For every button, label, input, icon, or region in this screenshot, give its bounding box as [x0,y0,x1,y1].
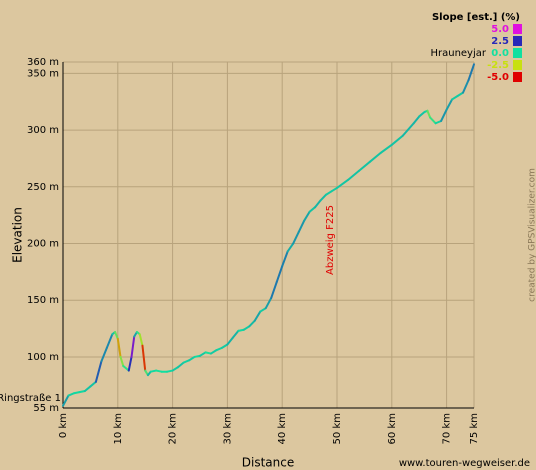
line-segment [141,344,147,372]
y-tick-label: 200 m [27,239,59,250]
line-segment [336,178,349,189]
line-segment [429,116,437,125]
line-segment [440,108,448,122]
line-segment [426,109,432,119]
y-axis-label: Elevation [11,207,25,263]
line-segment [379,143,393,154]
line-segment [281,250,289,268]
legend-title: Slope [est.] (%) [432,12,520,23]
credit: created by GPSVisualizer.com [528,168,536,302]
line-segment [401,122,415,137]
line-segment [94,360,103,383]
line-segment [226,336,234,346]
legend-swatch [513,36,522,46]
line-segment [199,351,207,357]
x-tick-label: 50 km [332,413,343,444]
line-segment [325,190,333,196]
line-segment [209,349,218,355]
line-segment [220,343,229,349]
line-segment [286,242,295,253]
line-segment [130,335,136,358]
line-segment [368,151,382,163]
line-segment [242,325,251,331]
annotation: Hrauneyjar [430,48,486,59]
line-segment [445,98,454,111]
line-segment [62,394,70,407]
legend-label: 0.0 [491,48,509,59]
legend-label: 5.0 [491,24,509,35]
x-tick-label: 60 km [387,413,398,444]
y-tick-label: 350 m [27,68,59,79]
line-segment [119,355,125,368]
line-segment [462,79,470,94]
line-segment [467,63,475,82]
y-tick-label: 360 m [27,57,59,68]
line-segment [259,307,267,313]
line-segment [89,380,97,388]
line-segment [308,206,317,213]
y-tick-label: 300 m [27,125,59,136]
legend-label: -5.0 [487,72,509,83]
line-segment [231,329,240,339]
x-axis-label: Distance [242,456,294,470]
x-tick-label: 10 km [113,413,124,444]
legend-label: 2.5 [491,36,509,47]
line-segment [418,110,426,118]
line-segment [297,219,306,234]
legend-label: -2.5 [487,60,509,71]
line-segment [138,333,144,347]
legend-swatch [513,48,522,58]
line-segment [330,186,338,193]
annotation: Ringstraße 1 [0,393,61,404]
line-segment [114,330,119,340]
line-segment [292,231,300,245]
line-segment [451,95,459,101]
line-segment [83,385,92,392]
y-tick-label: 150 m [27,295,59,306]
line-segment [456,91,465,98]
line-segment [319,193,328,202]
legend-swatch [513,24,522,34]
line-segment [390,134,404,146]
line-segment [188,355,196,362]
line-segment [122,365,130,372]
footer: www.touren-wegweiser.de [399,458,530,469]
x-tick-label: 70 km [442,413,453,444]
line-segment [116,337,122,358]
line-segment [127,355,133,372]
x-tick-label: 30 km [222,413,233,444]
line-segment [314,199,322,209]
y-tick-label: 250 m [27,182,59,193]
legend-swatch [513,60,522,70]
line-segment [105,333,114,349]
x-tick-label: 75 km [469,413,480,444]
annotation: Abzweig F225 [325,205,336,275]
line-segment [412,115,421,125]
line-segment [303,210,311,222]
x-tick-label: 0 km [58,413,69,438]
legend-swatch [513,72,522,82]
line-segment [253,310,262,322]
y-tick-label: 100 m [27,352,59,363]
line-segment [264,296,273,310]
line-segment [177,361,185,369]
line-segment [100,346,108,363]
line-segment [248,319,256,328]
line-segment [346,169,360,181]
x-tick-label: 40 km [277,413,288,444]
line-segment [275,265,284,284]
x-tick-label: 20 km [168,413,179,444]
line-segment [270,281,278,299]
line-segment [171,366,180,372]
line-segment [357,160,371,172]
y-tick-label: 55 m [33,403,59,414]
